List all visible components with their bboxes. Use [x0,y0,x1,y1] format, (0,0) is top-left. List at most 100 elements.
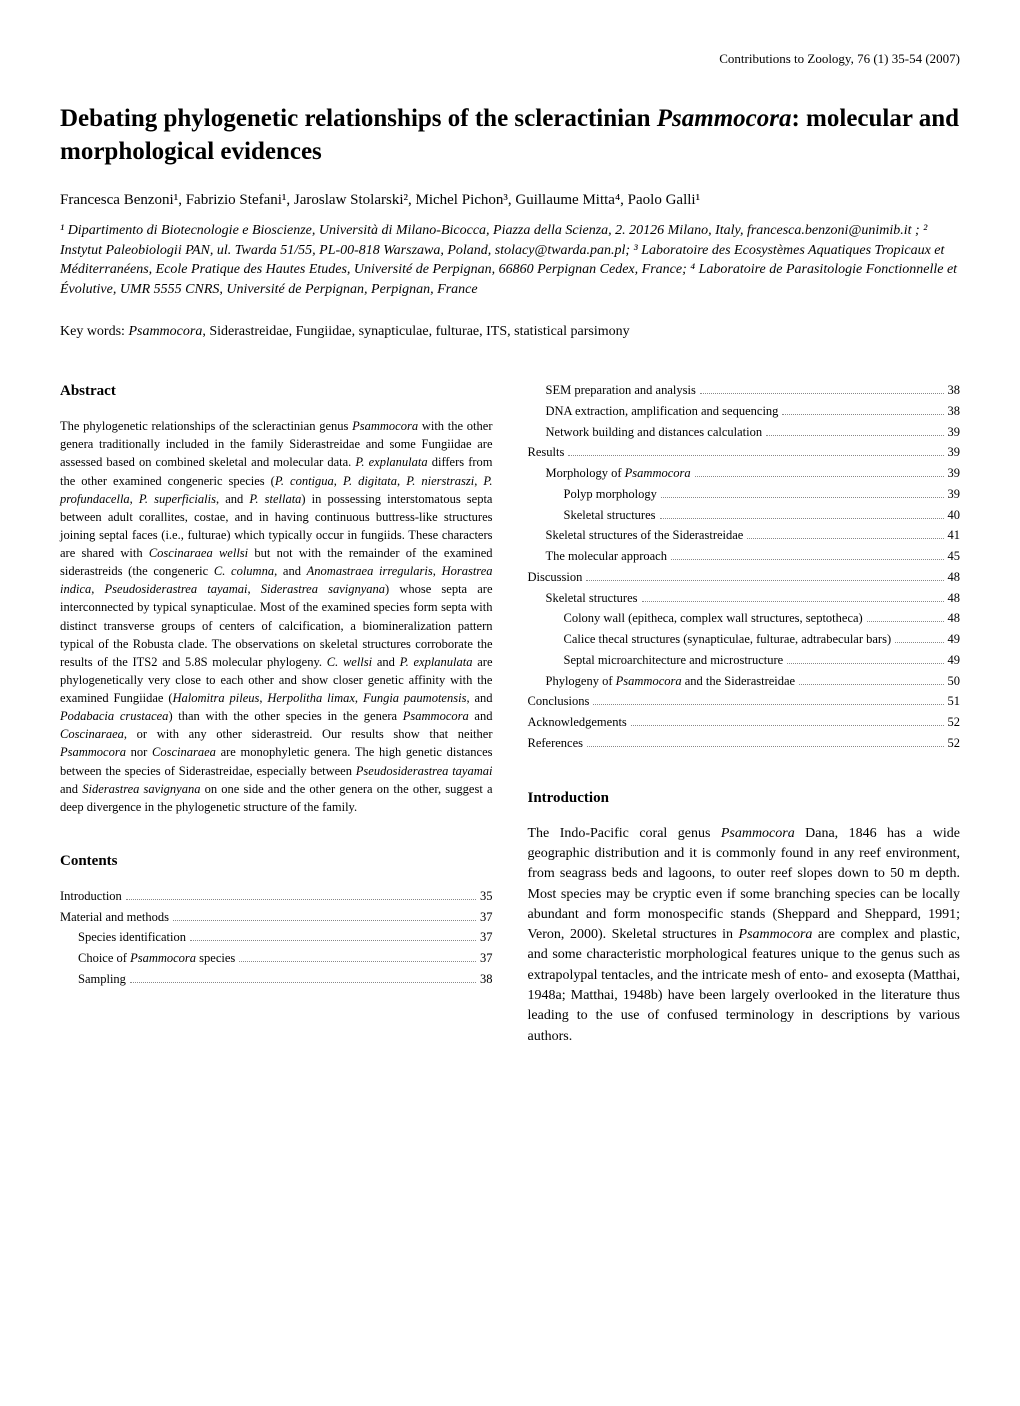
toc-item: The molecular approach 45 [528,547,961,566]
toc-label: Material and methods [60,908,169,927]
toc-item: References 52 [528,734,961,753]
toc-page: 48 [948,609,961,628]
toc-page: 39 [948,464,961,483]
toc-label: Morphology of Psammocora [546,464,691,483]
toc-item: Choice of Psammocora species37 [60,949,493,968]
toc-dots [130,982,476,983]
introduction-text: The Indo-Pacific coral genus Psammocora … [528,824,961,1047]
toc-dots [799,684,943,685]
keywords-line: Key words: Psammocora, Siderastreidae, F… [60,322,960,342]
toc-dots [695,476,944,477]
toc-left-list: Introduction 35 Material and methods 37 Spec… [60,887,493,989]
toc-page: 48 [948,568,961,587]
toc-page: 37 [480,949,493,968]
toc-dots [568,455,943,456]
toc-item: Conclusions51 [528,692,961,711]
toc-label: Introduction [60,887,122,906]
toc-item: Polyp morphology39 [528,485,961,504]
left-column: Abstract The phylogenetic relationships … [60,381,493,1047]
article-title: Debating phylogenetic relationships of t… [60,103,960,168]
toc-page: 48 [948,589,961,608]
toc-label: Conclusions [528,692,590,711]
toc-page: 52 [948,713,961,732]
toc-dots [700,393,944,394]
toc-label: Acknowledgements [528,713,627,732]
toc-dots [239,961,476,962]
toc-dots [631,725,944,726]
contents-heading: Contents [60,851,493,872]
toc-dots [660,518,944,519]
toc-dots [782,414,943,415]
toc-page: 38 [948,402,961,421]
toc-dots [642,601,944,602]
toc-label: Colony wall (epitheca, complex wall stru… [564,609,863,628]
toc-label: Polyp morphology [564,485,657,504]
toc-page: 50 [948,672,961,691]
toc-item: Skeletal structures of the Siderastreida… [528,526,961,545]
title-italic: Psammocora [657,105,792,132]
toc-dots [126,899,476,900]
title-pre: Debating phylogenetic relationships of t… [60,105,657,132]
right-column: SEM preparation and analysis 38 DNA extrac… [528,381,961,1047]
toc-page: 35 [480,887,493,906]
toc-item: Septal microarchitecture and microstruct… [528,651,961,670]
keywords-label: Key words: [60,324,128,339]
abstract-text: The phylogenetic relationships of the sc… [60,417,493,816]
toc-page: 39 [948,443,961,462]
toc-item: Material and methods 37 [60,908,493,927]
toc-item: Colony wall (epitheca, complex wall stru… [528,609,961,628]
toc-page: 49 [948,630,961,649]
toc-page: 45 [948,547,961,566]
toc-item: Calice thecal structures (synapticulae, … [528,630,961,649]
toc-page: 37 [480,928,493,947]
toc-label: Phylogeny of Psammocora and the Siderast… [546,672,796,691]
introduction-heading: Introduction [528,788,961,809]
toc-label: Sampling [78,970,126,989]
authors-line: Francesca Benzoni¹, Fabrizio Stefani¹, J… [60,190,960,211]
contents-section: Contents Introduction 35 Material and meth… [60,851,493,989]
toc-dots [671,559,944,560]
toc-dots [586,580,943,581]
toc-label: References [528,734,584,753]
toc-dots [587,746,943,747]
keywords-post: , Siderastreidae, Fungiidae, synapticula… [202,324,629,339]
toc-label: Skeletal structures [564,506,656,525]
toc-item: Morphology of Psammocora 39 [528,464,961,483]
toc-item: Network building and distances calculati… [528,423,961,442]
toc-dots [190,940,476,941]
toc-label: Calice thecal structures (synapticulae, … [564,630,892,649]
toc-label: Skeletal structures [546,589,638,608]
toc-dots [173,920,476,921]
introduction-section: Introduction The Indo-Pacific coral genu… [528,788,961,1047]
toc-item: Sampling 38 [60,970,493,989]
toc-page: 41 [948,526,961,545]
journal-header: Contributions to Zoology, 76 (1) 35-54 (… [60,50,960,68]
toc-dots [787,663,943,664]
toc-item: Skeletal structures40 [528,506,961,525]
toc-label: Species identification [78,928,186,947]
toc-page: 52 [948,734,961,753]
keywords-italic: Psammocora [128,324,202,339]
toc-page: 38 [948,381,961,400]
toc-label: SEM preparation and analysis [546,381,696,400]
toc-item: Acknowledgements 52 [528,713,961,732]
toc-item: Introduction 35 [60,887,493,906]
toc-dots [593,704,943,705]
toc-label: Discussion [528,568,583,587]
toc-dots [747,538,943,539]
toc-label: The molecular approach [546,547,667,566]
toc-item: SEM preparation and analysis 38 [528,381,961,400]
toc-page: 38 [480,970,493,989]
toc-item: Results 39 [528,443,961,462]
toc-dots [766,435,943,436]
toc-label: Results [528,443,565,462]
toc-page: 37 [480,908,493,927]
toc-dots [895,642,943,643]
toc-dots [867,621,944,622]
toc-label: Septal microarchitecture and microstruct… [564,651,784,670]
toc-label: DNA extraction, amplification and sequen… [546,402,779,421]
affiliations-block: ¹ Dipartimento di Biotecnologie e Biosci… [60,221,960,299]
toc-item: Skeletal structures 48 [528,589,961,608]
toc-dots [661,497,944,498]
toc-item: Phylogeny of Psammocora and the Siderast… [528,672,961,691]
